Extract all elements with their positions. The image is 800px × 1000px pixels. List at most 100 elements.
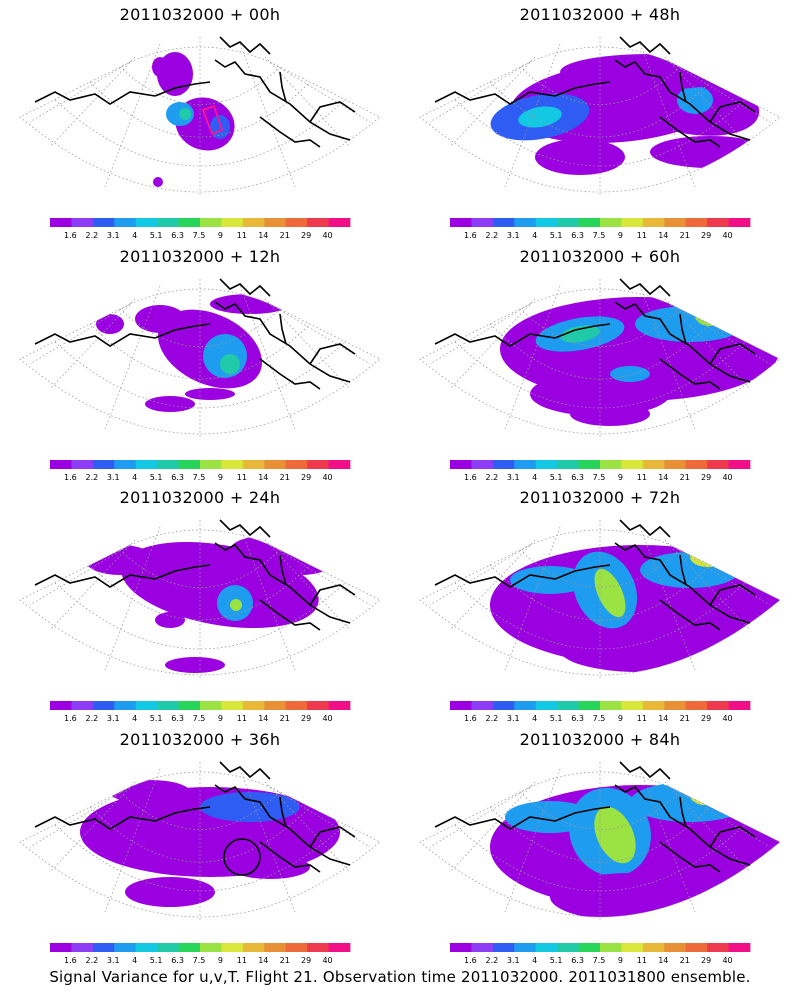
colorbar-swatch	[471, 218, 494, 227]
panel-title: 2011032000 + 48h	[519, 5, 681, 24]
colorbar-swatch	[135, 701, 158, 710]
coastline	[434, 761, 756, 873]
colorbar-swatch	[200, 218, 222, 227]
colorbar-swatch	[71, 943, 94, 952]
colorbar-swatch	[621, 218, 644, 227]
colorbar-swatch	[471, 701, 494, 710]
colorbar-swatch	[642, 701, 665, 710]
map-panel: 2011032000 + 48h 1.6 2.2 3.1 4 5.1 6.3 7.5 9 11 14…	[400, 0, 800, 240]
graticule	[419, 37, 781, 197]
colorbar-tick-label: 9	[218, 714, 223, 723]
colorbar-tick-label: 11	[637, 231, 647, 240]
colorbar-swatch	[50, 943, 72, 952]
colorbar-tick-label: 3.1	[107, 231, 120, 240]
graticule	[419, 279, 781, 439]
graticule	[19, 762, 381, 922]
colorbar-tick-label: 29	[701, 473, 711, 482]
colorbar-swatch	[514, 460, 537, 469]
colorbar-swatch	[178, 218, 201, 227]
variance-contour	[635, 306, 745, 342]
colorbar-tick-label: 29	[301, 956, 311, 965]
colorbar-tick-label: 9	[218, 956, 223, 965]
colorbar-swatch	[157, 460, 179, 469]
colorbar-swatch	[114, 943, 137, 952]
graticule	[19, 279, 381, 439]
colorbar-swatch	[450, 943, 472, 952]
colorbar-swatch	[285, 460, 308, 469]
colorbar: 1.6 2.2 3.1 4 5.1 6.3 7.5 9 11 14 21 29 40	[450, 943, 751, 965]
colorbar-tick-label: 4	[132, 473, 137, 482]
target-circle	[223, 838, 261, 876]
colorbar-swatch	[328, 218, 351, 227]
colorbar-tick-label: 5.1	[150, 231, 163, 240]
coastline	[34, 36, 356, 148]
colorbar-swatch	[492, 701, 515, 710]
colorbar-swatch	[557, 943, 579, 952]
colorbar-swatch	[200, 943, 222, 952]
colorbar-swatch	[578, 218, 601, 227]
colorbar-swatch	[685, 943, 708, 952]
colorbar-tick-label: 11	[637, 714, 647, 723]
colorbar-swatch	[600, 218, 622, 227]
colorbar-swatch	[114, 218, 137, 227]
colorbar-tick-label: 7.5	[193, 231, 206, 240]
colorbar-tick-label: 5.1	[550, 473, 563, 482]
map-panel: 2011032000 + 24h 1.6 2.2 3.1 4 5.1 6.3 7.5 9 11 14…	[0, 483, 400, 723]
colorbar-tick-label: 40	[722, 231, 732, 240]
colorbar-swatch	[557, 701, 579, 710]
colorbar-tick-label: 9	[618, 231, 623, 240]
colorbar-tick-label: 2.2	[485, 473, 498, 482]
colorbar-tick-label: 6.3	[171, 956, 184, 965]
colorbar-tick-label: 14	[258, 473, 268, 482]
map-panel: 2011032000 + 00h 1.6 2.2 3.1 4 5.1 6.3 7.5 9 11 14…	[0, 0, 400, 240]
variance-contour	[610, 366, 650, 382]
colorbar-tick-label: 6.3	[171, 714, 184, 723]
variance-contour	[690, 547, 726, 567]
polar-stereographic-map	[19, 36, 381, 197]
colorbar-tick-label: 6.3	[571, 714, 584, 723]
colorbar-tick-label: 2.2	[85, 231, 98, 240]
colorbar-tick-label: 40	[722, 956, 732, 965]
colorbar-tick-label: 5.1	[550, 231, 563, 240]
colorbar-tick-label: 11	[237, 714, 247, 723]
colorbar-swatch	[664, 943, 687, 952]
colorbar-tick-label: 21	[680, 956, 690, 965]
colorbar-tick-label: 1.6	[464, 714, 477, 723]
colorbar-swatch	[535, 460, 558, 469]
colorbar-tick-label: 4	[132, 231, 137, 240]
colorbar-tick-label: 1.6	[464, 231, 477, 240]
colorbar-swatch	[514, 218, 537, 227]
colorbar-swatch	[71, 701, 94, 710]
colorbar-swatch	[307, 943, 329, 952]
colorbar-swatch	[135, 943, 158, 952]
colorbar-tick-label: 4	[132, 956, 137, 965]
colorbar-tick-label: 1.6	[464, 473, 477, 482]
colorbar-tick-label: 7.5	[193, 714, 206, 723]
colorbar-swatch	[264, 460, 287, 469]
variance-contour	[220, 354, 240, 374]
colorbar-tick-label: 7.5	[593, 231, 606, 240]
colorbar-tick-label: 11	[637, 473, 647, 482]
colorbar-tick-label: 5.1	[150, 956, 163, 965]
colorbar-tick-label: 40	[322, 956, 332, 965]
colorbar-swatch	[621, 701, 644, 710]
polar-stereographic-map	[419, 519, 781, 680]
colorbar-tick-label: 14	[258, 231, 268, 240]
colorbar-tick-label: 1.6	[64, 231, 77, 240]
coastline	[434, 36, 756, 148]
coastline	[34, 761, 356, 873]
colorbar-swatch	[621, 460, 644, 469]
variance-contour	[165, 657, 225, 673]
colorbar-tick-label: 6.3	[571, 473, 584, 482]
colorbar-swatch	[728, 943, 751, 952]
colorbar-swatch	[242, 460, 265, 469]
colorbar-swatch	[114, 460, 137, 469]
variance-contour	[670, 840, 750, 884]
colorbar-swatch	[285, 701, 308, 710]
variance-contour	[96, 314, 124, 334]
colorbar-swatch	[221, 218, 244, 227]
colorbar-tick-label: 14	[658, 714, 668, 723]
colorbar: 1.6 2.2 3.1 4 5.1 6.3 7.5 9 11 14 21 29 40	[450, 460, 751, 482]
colorbar-tick-label: 29	[701, 714, 711, 723]
variance-contour	[594, 806, 636, 864]
